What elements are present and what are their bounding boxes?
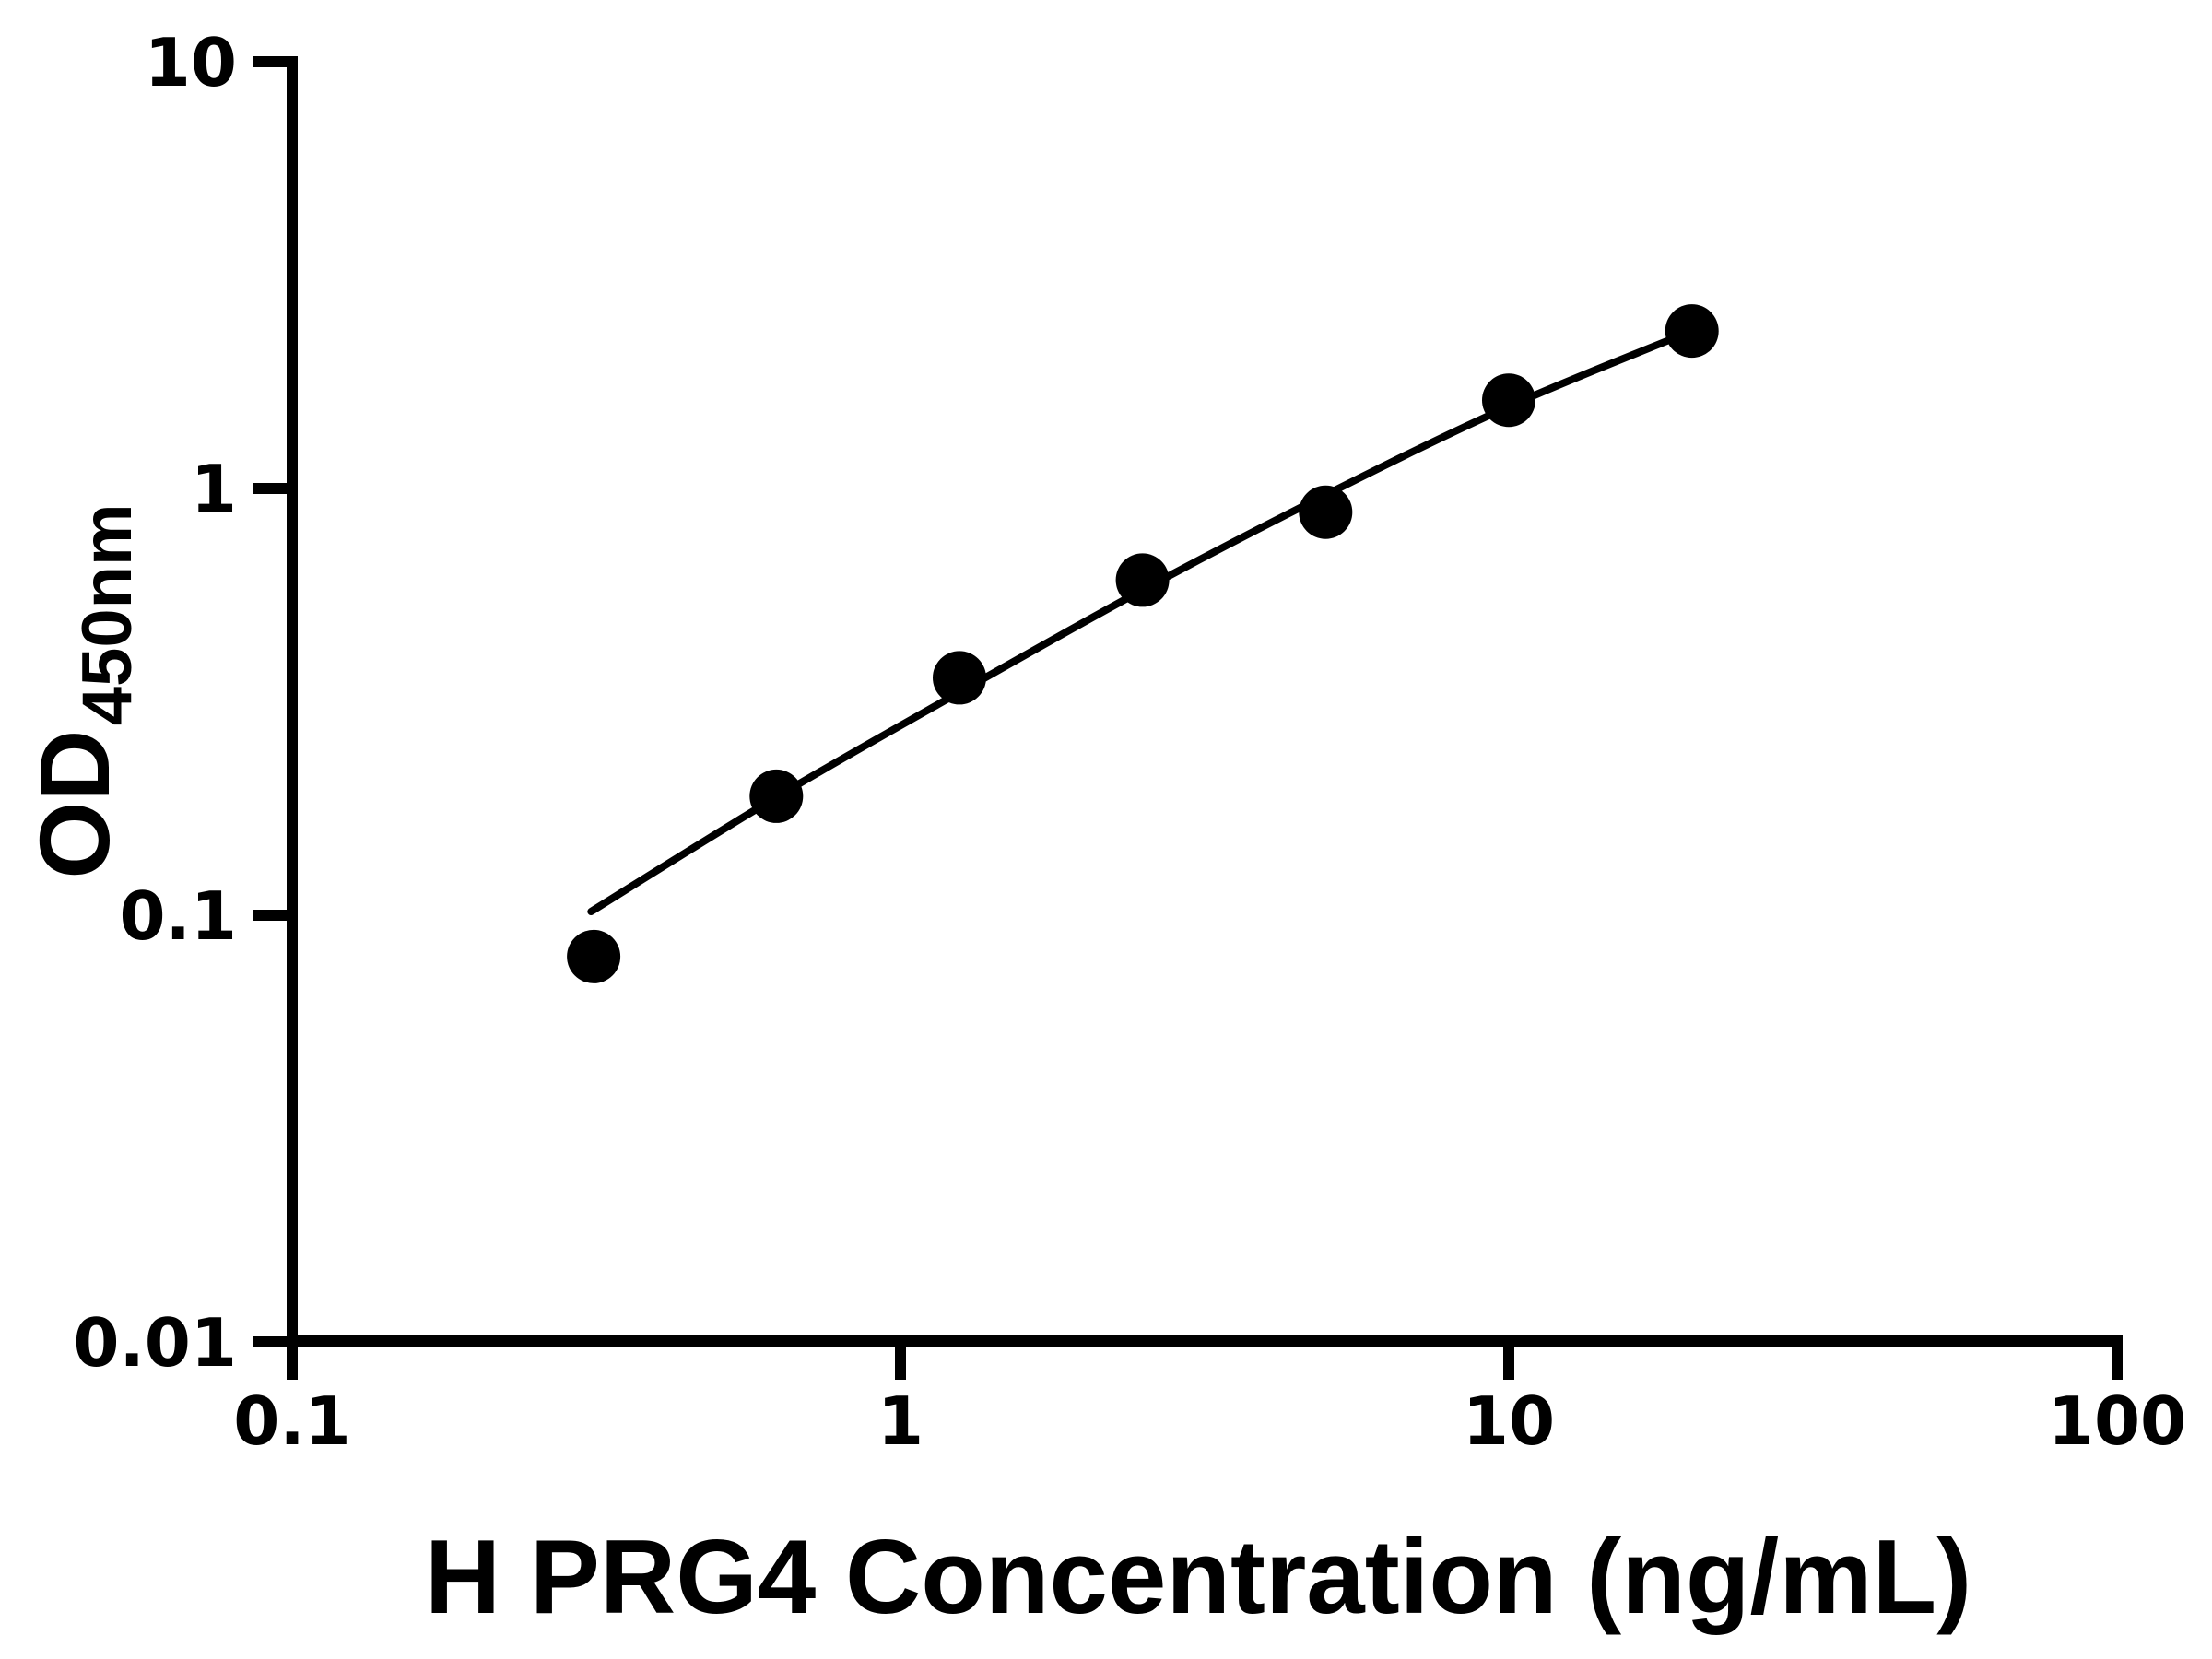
data-point bbox=[933, 651, 986, 705]
axes bbox=[287, 56, 2123, 1380]
y-axis-title-main: OD bbox=[18, 730, 130, 879]
y-tick-label-1: 1 bbox=[191, 451, 237, 528]
data-point bbox=[749, 769, 804, 823]
axis-ticks bbox=[253, 56, 2123, 1380]
data-point bbox=[1115, 553, 1170, 607]
data-point bbox=[567, 929, 621, 983]
y-axis-title: OD 450nm bbox=[18, 503, 147, 878]
y-tick-label-0.01: 0.01 bbox=[73, 1304, 237, 1382]
x-tick-label-10: 10 bbox=[1463, 1382, 1555, 1460]
x-axis-title: H PRG4 Concentration (ng/mL) bbox=[425, 1519, 1971, 1636]
data-points bbox=[567, 304, 1719, 983]
data-point bbox=[1665, 304, 1719, 359]
y-axis-title-subscript: 450nm bbox=[68, 503, 147, 725]
data-point bbox=[1299, 485, 1353, 539]
x-tick-label-0.1: 0.1 bbox=[233, 1382, 351, 1460]
x-tick-label-100: 100 bbox=[2048, 1382, 2186, 1460]
x-tick-label-1: 1 bbox=[877, 1382, 924, 1460]
y-tick-label-0.1: 0.1 bbox=[119, 877, 237, 955]
y-tick-label-10: 10 bbox=[145, 24, 237, 101]
data-point bbox=[1482, 373, 1535, 428]
